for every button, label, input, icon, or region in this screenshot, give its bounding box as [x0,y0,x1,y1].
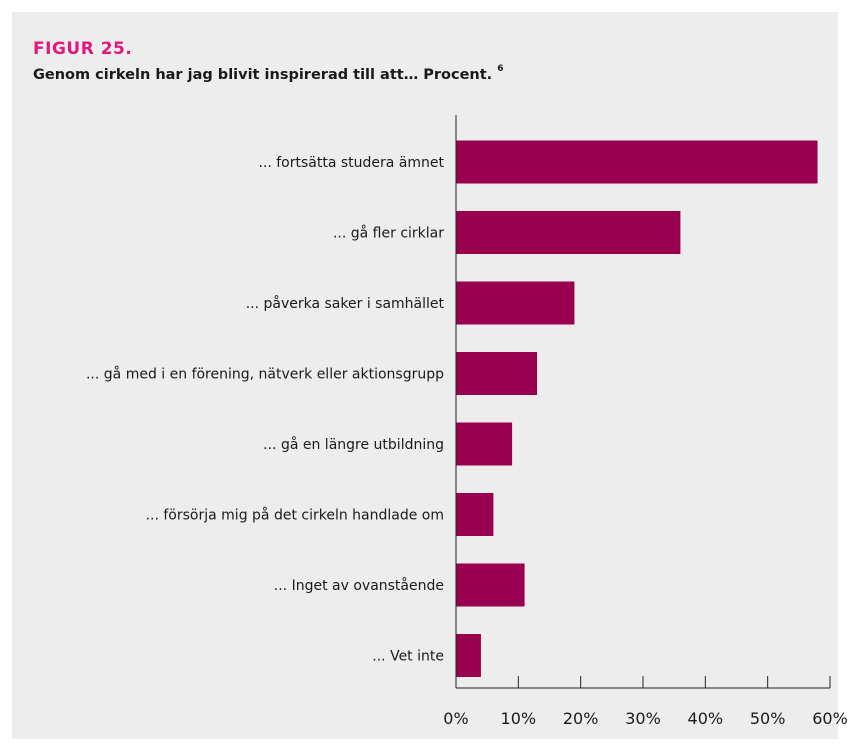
bar [456,352,538,395]
bar [456,422,513,466]
category-label: ... Vet inte [372,649,444,665]
bar [456,563,525,607]
category-label: ... gå en längre utbildning [263,436,444,453]
bar [456,493,494,536]
bar [456,211,681,254]
category-label: ... gå fler cirklar [333,225,444,242]
x-tick-label: 50% [750,709,786,728]
figure-title-text: Genom cirkeln har jag blivit inspirerad … [33,66,493,83]
category-label: ... gå med i en förening, nätverk eller … [86,366,444,383]
category-label: ... försörja mig på det cirkeln handlade… [146,507,444,524]
category-label: ... fortsätta studera ämnet [258,155,444,171]
category-label: ... påverka saker i samhället [246,295,445,312]
x-tick-label: 20% [563,709,599,728]
x-tick-label: 30% [625,709,661,728]
x-tick-label: 10% [501,709,537,728]
figure-label: FIGUR 25. [33,39,133,59]
bars-layer [456,140,818,677]
figure-panel [12,12,838,739]
bar [456,281,575,325]
figure-footnote-marker: 6 [497,64,504,74]
x-tick-label: 0% [443,709,468,728]
x-tick-label: 40% [688,709,724,728]
category-labels-layer: ... fortsätta studera ämnet ... gå fler c… [86,155,445,665]
bar [456,634,481,677]
category-label: ... Inget av ovanstående [274,577,444,594]
x-axis: 0% 10% 20% 30% 40% 50% 60% [443,115,848,728]
figure-title: Genom cirkeln har jag blivit inspirerad … [33,64,504,83]
x-tick-label: 60% [812,709,848,728]
bar [456,140,818,184]
